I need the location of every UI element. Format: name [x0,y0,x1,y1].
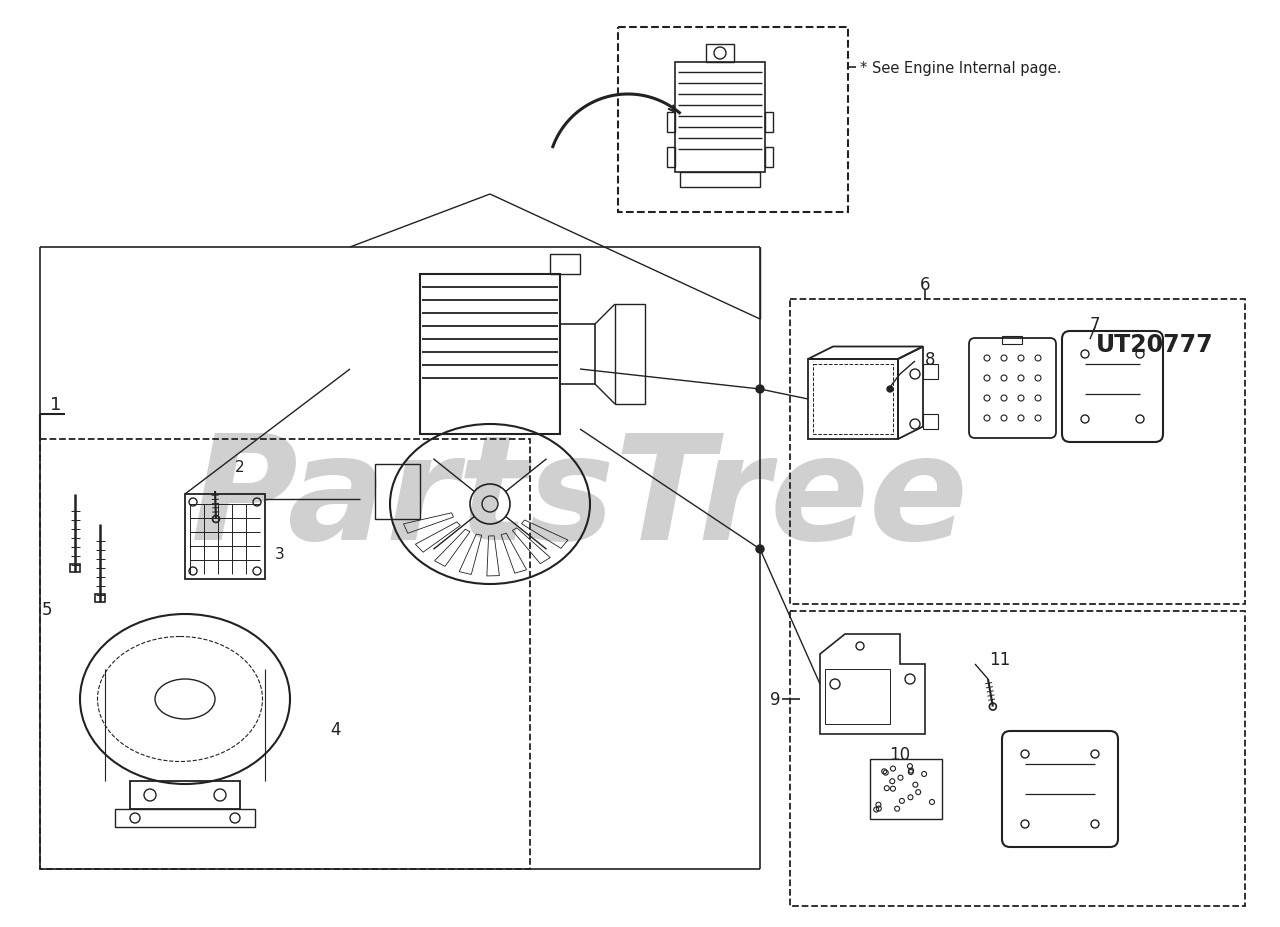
Bar [131,781,241,809]
Bar [870,759,942,819]
Bar [40,439,530,870]
Bar [813,364,893,435]
Text: 3: 3 [275,547,284,562]
Bar [808,360,899,439]
Bar [790,299,1245,604]
Bar [765,147,773,168]
Circle shape [756,545,764,553]
Text: PartsTree: PartsTree [191,429,969,570]
Text: 2: 2 [236,460,244,475]
Bar [550,255,580,274]
Bar [675,63,765,172]
Text: 1: 1 [50,396,61,413]
Circle shape [887,387,893,392]
Bar [95,594,105,603]
Bar [765,113,773,133]
Bar [707,44,733,63]
Bar [561,324,595,385]
Text: 4: 4 [330,720,340,738]
Bar [1002,337,1021,345]
Text: 6: 6 [920,275,931,294]
Bar [614,305,645,404]
Bar [375,464,420,519]
Bar [186,494,265,579]
Bar [790,611,1245,906]
Text: 10: 10 [890,745,910,763]
Text: * See Engine Internal page.: * See Engine Internal page. [860,60,1061,75]
Bar [667,113,675,133]
Bar [826,669,890,724]
Bar [667,147,675,168]
Bar [923,414,938,429]
Bar [420,274,561,435]
Text: UT20777: UT20777 [1096,333,1213,357]
Bar [70,565,81,572]
Text: 8: 8 [925,350,936,369]
Text: 9: 9 [769,691,780,708]
Bar [618,28,849,213]
Bar [680,172,760,188]
Text: 11: 11 [989,651,1011,668]
Text: 5: 5 [41,601,52,618]
Text: 7: 7 [1089,316,1101,334]
Bar [923,364,938,379]
Bar [115,809,255,827]
Circle shape [756,386,764,394]
